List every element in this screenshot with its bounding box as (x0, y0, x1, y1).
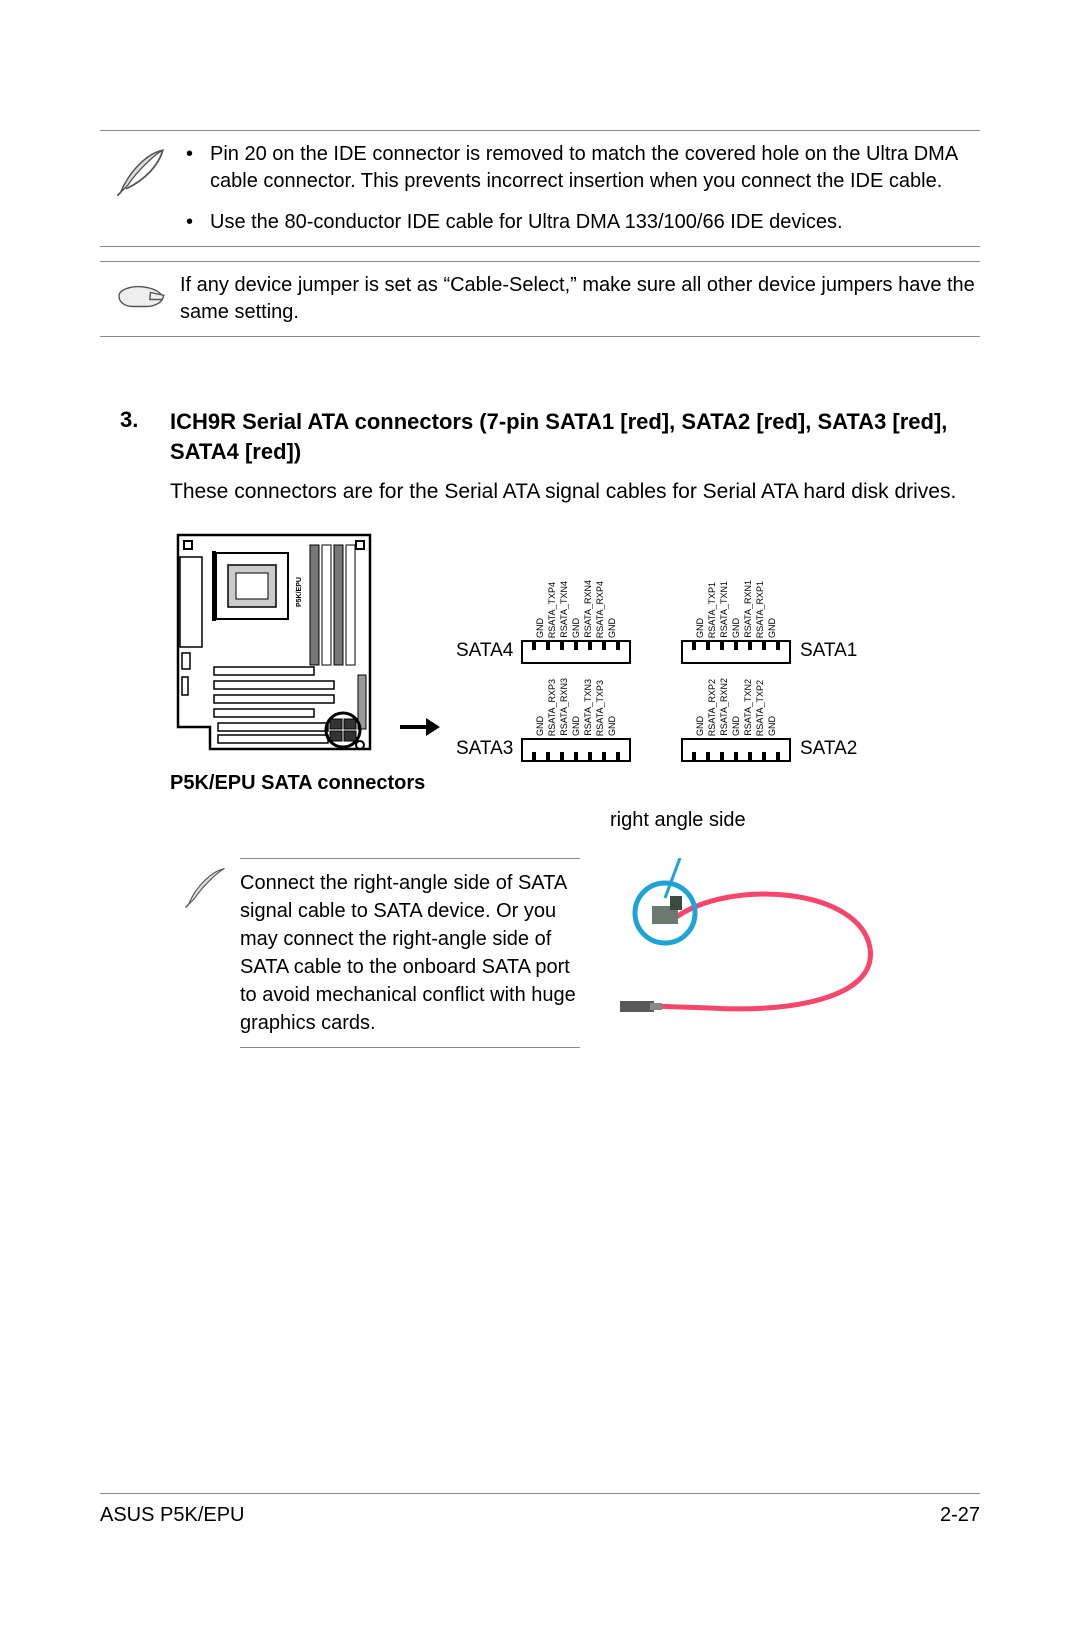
pin-signal: GND (696, 618, 705, 638)
section-number: 3. (120, 407, 170, 1053)
note1-bullet-1: Use the 80-conductor IDE cable for Ultra… (180, 209, 980, 236)
pin-signal: RSATA_TXN3 (584, 679, 593, 736)
pin-signal: GND (768, 716, 777, 736)
footer-left: ASUS P5K/EPU (100, 1504, 245, 1527)
pin-signal: RSATA_TXP3 (596, 680, 605, 736)
mobo-label: P5K/EPU (296, 577, 303, 607)
pin-signal: RSATA_TXN1 (720, 581, 729, 638)
pin-signal: GND (536, 618, 545, 638)
note-cable-select: If any device jumper is set as “Cable-Se… (100, 261, 980, 337)
section-heading: ICH9R Serial ATA connectors (7-pin SATA1… (170, 407, 980, 466)
right-angle-label: right angle side (580, 809, 980, 832)
sata4-connector: GNDRSATA_TXP4RSATA_TXN4GNDRSATA_RXN4RSAT… (516, 576, 636, 664)
sata2-connector: GNDRSATA_RXP2RSATA_RXN2GNDRSATA_TXN2RSAT… (676, 674, 796, 762)
pin-signal: RSATA_TXP2 (756, 680, 765, 736)
pin-signal: GND (536, 716, 545, 736)
pin-signal: RSATA_TXP1 (708, 582, 717, 638)
pin-signal: GND (608, 618, 617, 638)
sata3-connector: GNDRSATA_RXP3RSATA_RXN3GNDRSATA_TXN3RSAT… (516, 674, 636, 762)
pin-signal: RSATA_TXP4 (548, 582, 557, 638)
quill-icon-2 (170, 858, 240, 917)
footer-right: 2-27 (940, 1504, 980, 1527)
diagram-caption: P5K/EPU SATA connectors (170, 772, 980, 795)
note1-bullet-0: Pin 20 on the IDE connector is removed t… (180, 141, 980, 195)
pin-signal: GND (572, 716, 581, 736)
page-footer: ASUS P5K/EPU 2-27 (100, 1493, 980, 1527)
pin-signal: RSATA_RXP2 (708, 679, 717, 736)
pin-signal: RSATA_RXP4 (596, 581, 605, 638)
note2-text: If any device jumper is set as “Cable-Se… (180, 272, 980, 326)
sata1-label: SATA1 (796, 640, 866, 664)
sata2-label: SATA2 (796, 738, 866, 762)
pin-signal: RSATA_RXP3 (548, 679, 557, 736)
note-pin20: Pin 20 on the IDE connector is removed t… (100, 130, 980, 247)
pin-signal: GND (572, 618, 581, 638)
pin-signal: GND (696, 716, 705, 736)
sata3-label: SATA3 (456, 738, 516, 762)
quill-icon (100, 141, 180, 201)
pin-signal: RSATA_RXP1 (756, 581, 765, 638)
sata-diagram: P5K/EPU (170, 527, 980, 762)
pin-signal: RSATA_RXN1 (744, 580, 753, 638)
pin-signal: GND (732, 716, 741, 736)
section-paragraph: These connectors are for the Serial ATA … (170, 478, 980, 506)
section-sata: 3. ICH9R Serial ATA connectors (7-pin SA… (100, 407, 980, 1053)
sata-cable-image (580, 858, 980, 1053)
pin-signal: RSATA_TXN4 (560, 581, 569, 638)
pin-signal: RSATA_RXN4 (584, 580, 593, 638)
motherboard-svg: P5K/EPU (170, 527, 380, 757)
pin-signal: GND (768, 618, 777, 638)
pin-signal: GND (608, 716, 617, 736)
pin-signal: RSATA_RXN2 (720, 678, 729, 736)
pin-signal: RSATA_TXN2 (744, 679, 753, 736)
arrow-icon (400, 718, 440, 736)
pin-signal: RSATA_RXN3 (560, 678, 569, 736)
sata1-connector: GNDRSATA_TXP1RSATA_TXN1GNDRSATA_RXN1RSAT… (676, 576, 796, 664)
sata4-label: SATA4 (456, 640, 516, 664)
cable-note-text: Connect the right-angle side of SATA sig… (240, 858, 580, 1048)
hand-icon (100, 272, 180, 316)
pin-signal: GND (732, 618, 741, 638)
